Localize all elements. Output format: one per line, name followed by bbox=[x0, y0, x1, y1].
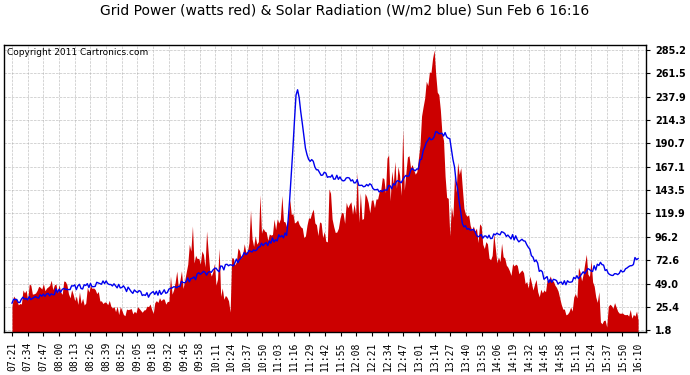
Text: Grid Power (watts red) & Solar Radiation (W/m2 blue) Sun Feb 6 16:16: Grid Power (watts red) & Solar Radiation… bbox=[100, 4, 590, 18]
Text: Copyright 2011 Cartronics.com: Copyright 2011 Cartronics.com bbox=[8, 48, 148, 57]
